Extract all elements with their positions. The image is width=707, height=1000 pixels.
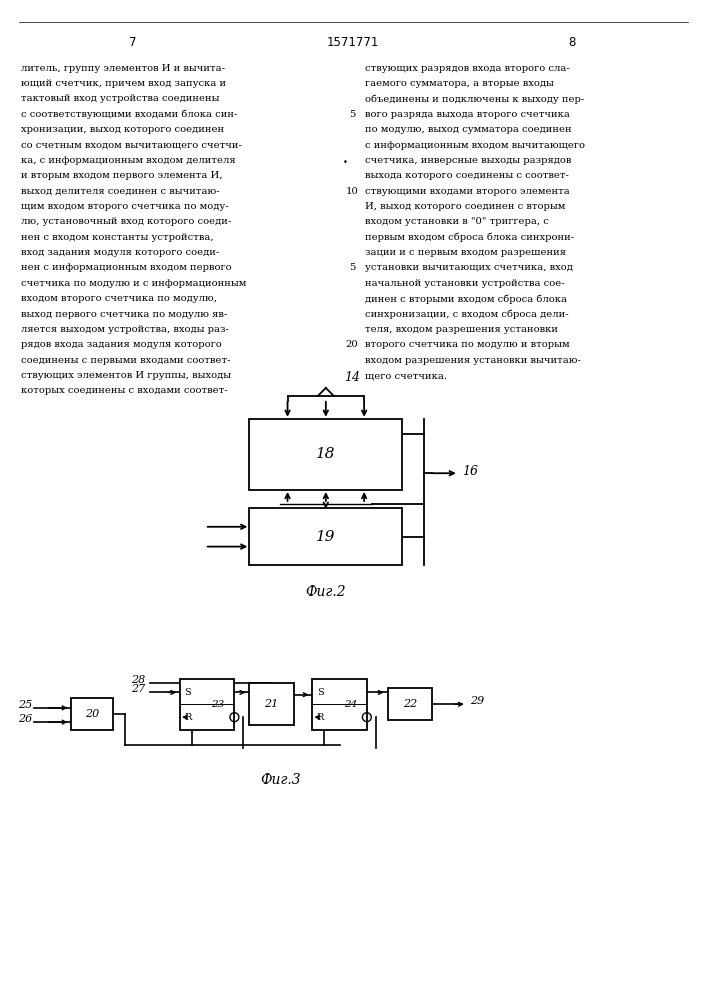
Text: 19: 19 xyxy=(316,530,336,544)
Bar xyxy=(387,688,432,720)
Text: ствующих элементов И группы, выходы: ствующих элементов И группы, выходы xyxy=(21,371,231,380)
Text: счетчика по модулю и с информационным: счетчика по модулю и с информационным xyxy=(21,279,246,288)
Text: зации и с первым входом разрешения: зации и с первым входом разрешения xyxy=(365,248,566,257)
Text: первым входом сброса блока синхрони-: первым входом сброса блока синхрони- xyxy=(365,233,574,242)
Text: и вторым входом первого элемента И,: и вторым входом первого элемента И, xyxy=(21,171,223,180)
Text: И, выход которого соединен с вторым: И, выход которого соединен с вторым xyxy=(365,202,565,211)
Text: второго счетчика по модулю и вторым: второго счетчика по модулю и вторым xyxy=(365,340,570,349)
Text: 28: 28 xyxy=(132,675,146,685)
Text: теля, входом разрешения установки: теля, входом разрешения установки xyxy=(365,325,558,334)
Text: счетчика, инверсные выходы разрядов: счетчика, инверсные выходы разрядов xyxy=(365,156,571,165)
Text: ствующими входами второго элемента: ствующими входами второго элемента xyxy=(365,187,570,196)
Bar xyxy=(312,679,367,730)
Text: выхода которого соединены с соответ-: выхода которого соединены с соответ- xyxy=(365,171,568,180)
Text: 7: 7 xyxy=(129,36,136,49)
Text: выход первого счетчика по модулю яв-: выход первого счетчика по модулю яв- xyxy=(21,310,227,319)
Text: которых соединены с входами соответ-: которых соединены с входами соответ- xyxy=(21,386,228,395)
Text: вого разряда выхода второго счетчика: вого разряда выхода второго счетчика xyxy=(365,110,570,119)
Text: литель, группу элементов И и вычита-: литель, группу элементов И и вычита- xyxy=(21,64,225,73)
Text: ющий счетчик, причем вход запуска и: ющий счетчик, причем вход запуска и xyxy=(21,79,226,88)
Text: 25: 25 xyxy=(18,700,32,710)
Text: с информационным входом вычитающего: с информационным входом вычитающего xyxy=(365,141,585,150)
Text: 27: 27 xyxy=(132,684,146,694)
Text: 22: 22 xyxy=(403,699,417,709)
Text: с соответствующими входами блока син-: с соответствующими входами блока син- xyxy=(21,110,238,119)
Text: 10: 10 xyxy=(346,187,358,196)
Text: S: S xyxy=(317,688,324,697)
Text: 16: 16 xyxy=(462,465,478,478)
Bar xyxy=(250,683,293,725)
Text: входом установки в "0" триггера, с: входом установки в "0" триггера, с xyxy=(365,217,549,226)
Bar xyxy=(71,698,113,730)
Text: ка, с информационным входом делителя: ка, с информационным входом делителя xyxy=(21,156,235,165)
Bar xyxy=(180,679,235,730)
Text: хронизации, выход которого соединен: хронизации, выход которого соединен xyxy=(21,125,224,134)
Text: входом разрешения установки вычитаю-: входом разрешения установки вычитаю- xyxy=(365,356,580,365)
Text: ствующих разрядов входа второго сла-: ствующих разрядов входа второго сла- xyxy=(365,64,570,73)
Text: щим входом второго счетчика по моду-: щим входом второго счетчика по моду- xyxy=(21,202,228,211)
Text: со счетным входом вычитающего счетчи-: со счетным входом вычитающего счетчи- xyxy=(21,141,242,150)
Text: лю, установочный вход которого соеди-: лю, установочный вход которого соеди- xyxy=(21,217,231,226)
Text: установки вычитающих счетчика, вход: установки вычитающих счетчика, вход xyxy=(365,263,573,272)
Text: гаемого сумматора, а вторые входы: гаемого сумматора, а вторые входы xyxy=(365,79,554,88)
Text: 18: 18 xyxy=(316,447,336,461)
Text: тактовый вход устройства соединены: тактовый вход устройства соединены xyxy=(21,94,219,103)
Text: по модулю, выход сумматора соединен: по модулю, выход сумматора соединен xyxy=(365,125,571,134)
Text: 29: 29 xyxy=(469,696,484,706)
Text: входом второго счетчика по модулю,: входом второго счетчика по модулю, xyxy=(21,294,217,303)
Text: ляется выходом устройства, входы раз-: ляется выходом устройства, входы раз- xyxy=(21,325,229,334)
Text: соединены с первыми входами соответ-: соединены с первыми входами соответ- xyxy=(21,356,230,365)
Text: Фиг.3: Фиг.3 xyxy=(261,773,301,787)
Text: выход делителя соединен с вычитаю-: выход делителя соединен с вычитаю- xyxy=(21,187,220,196)
Text: S: S xyxy=(185,688,192,697)
Text: R: R xyxy=(185,713,192,722)
Text: динен с вторыми входом сброса блока: динен с вторыми входом сброса блока xyxy=(365,294,567,304)
Text: нен с входом константы устройства,: нен с входом константы устройства, xyxy=(21,233,214,242)
Text: начальной установки устройства сое-: начальной установки устройства сое- xyxy=(365,279,564,288)
Text: вход задания модуля которого соеди-: вход задания модуля которого соеди- xyxy=(21,248,219,257)
Text: 21: 21 xyxy=(264,699,279,709)
Text: 24: 24 xyxy=(344,700,357,709)
Text: 14: 14 xyxy=(344,371,360,384)
Text: 23: 23 xyxy=(211,700,225,709)
Text: щего счетчика.: щего счетчика. xyxy=(365,371,447,380)
Text: •: • xyxy=(343,158,348,167)
Text: 26: 26 xyxy=(18,714,32,724)
Text: 20: 20 xyxy=(346,340,358,349)
Text: 1571771: 1571771 xyxy=(327,36,379,49)
Text: нен с информационным входом первого: нен с информационным входом первого xyxy=(21,263,232,272)
Text: 5: 5 xyxy=(349,263,355,272)
Text: 8: 8 xyxy=(568,36,576,49)
Text: 5: 5 xyxy=(349,110,355,119)
Text: 20: 20 xyxy=(85,709,99,719)
Text: рядов входа задания модуля которого: рядов входа задания модуля которого xyxy=(21,340,222,349)
Bar xyxy=(250,508,402,565)
Bar xyxy=(250,419,402,490)
Text: R: R xyxy=(317,713,324,722)
Text: объединены и подключены к выходу пер-: объединены и подключены к выходу пер- xyxy=(365,94,584,104)
Text: Фиг.2: Фиг.2 xyxy=(305,585,346,599)
Text: синхронизации, с входом сброса дели-: синхронизации, с входом сброса дели- xyxy=(365,310,568,319)
